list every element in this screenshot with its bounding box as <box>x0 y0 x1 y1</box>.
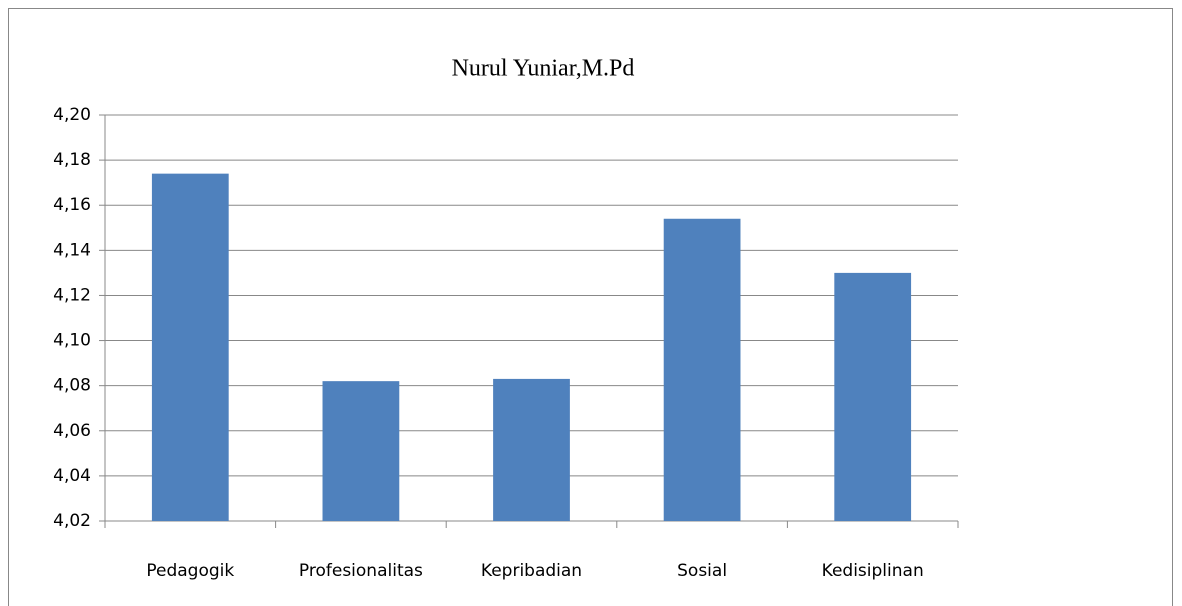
y-tick-label: 4,14 <box>53 240 91 260</box>
y-tick-label: 4,06 <box>53 421 91 441</box>
bar <box>834 272 912 521</box>
bar <box>663 218 741 521</box>
bar <box>322 381 400 521</box>
chart-title: Nurul Yuniar,M.Pd <box>452 56 635 82</box>
y-tick-label: 4,08 <box>53 376 91 396</box>
y-tick-label: 4,10 <box>53 331 91 351</box>
y-tick-label: 4,20 <box>53 105 91 125</box>
bar <box>493 378 570 521</box>
x-tick-label: Pedagogik <box>146 561 234 581</box>
x-tick-label: Profesionalitas <box>299 561 423 581</box>
bar <box>151 173 229 521</box>
y-tick-label: 4,16 <box>53 195 91 215</box>
x-tick-label: Kedisiplinan <box>822 561 924 581</box>
y-tick-label: 4,04 <box>53 466 91 486</box>
x-tick-label: Kepribadian <box>481 561 582 581</box>
x-tick-label: Sosial <box>677 561 727 581</box>
y-tick-label: 4,18 <box>53 150 91 170</box>
y-tick-label: 4,12 <box>53 285 91 305</box>
chart-border <box>8 8 1173 606</box>
y-tick-label: 4,02 <box>53 511 91 531</box>
